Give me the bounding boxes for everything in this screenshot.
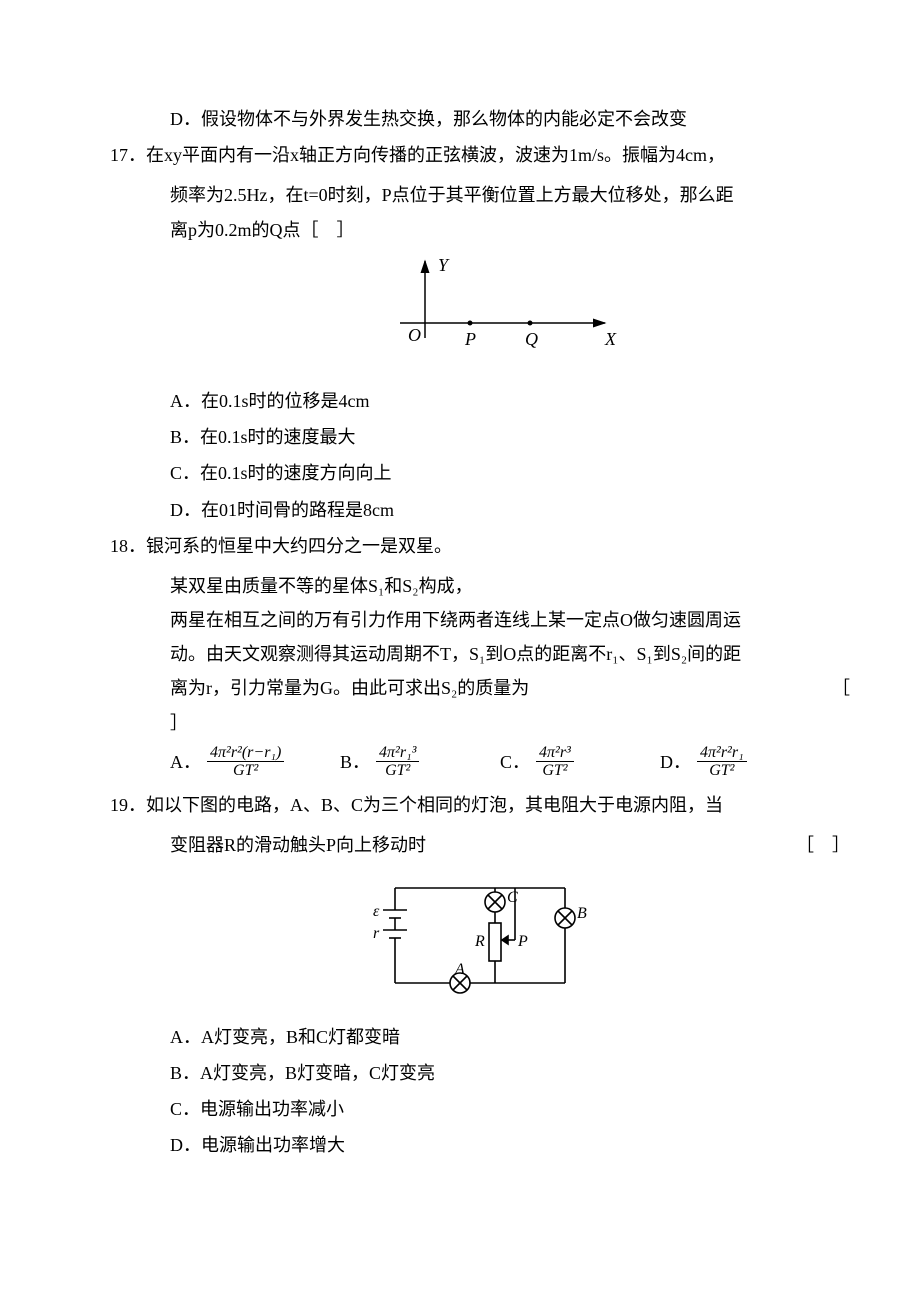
q18-stem-line2: 某双星由质量不等的星体S₁和S₂构成， <box>110 569 850 603</box>
q19-bracket: ［ ］ <box>796 828 850 862</box>
q19-fig-eps: ε <box>373 903 380 920</box>
q18-option-d: D． 4π²r²r₁ GT² <box>660 744 820 780</box>
q18-c-numerator: 4π²r³ <box>536 744 574 763</box>
q17-stem-line2: 频率为2.5Hz，在t=0时刻，P点位于其平衡位置上方最大位移处，那么距 <box>110 178 850 212</box>
q18-label-c: C． <box>500 745 530 779</box>
q17-option-a: A．在0.1s时的位移是4cm <box>110 384 850 418</box>
q19-fig-a: A <box>454 961 465 978</box>
q17-stem-line3: 离p为0.2m的Q点［ ］ <box>110 213 850 247</box>
q19-figure: ε r C B R P A <box>110 868 850 1009</box>
q18-stem-line4: 动。由天文观察测得其运动周期不T，S₁到O点的距离不r₁、S₁到S₂间的距 <box>110 637 850 671</box>
q19-fig-R: R <box>474 933 485 950</box>
q18-label-a: A． <box>170 745 201 779</box>
q19-option-d: D．电源输出功率增大 <box>110 1128 850 1162</box>
q19-fig-c: C <box>507 889 518 906</box>
q18-label-b: B． <box>340 745 370 779</box>
q18-stem-line6: ］ <box>110 706 850 740</box>
q18-a-denominator: GT² <box>207 762 284 780</box>
q17-fig-x-label: X <box>604 329 617 349</box>
q19-stem-line1: 19．如以下图的电路，A、B、C为三个相同的灯泡，其电阻大于电源内阻，当 <box>110 788 850 822</box>
q17-fig-q-label: Q <box>525 329 538 349</box>
q19-stem-line2: 变阻器R的滑动触头P向上移动时 ［ ］ <box>110 828 850 862</box>
q17-option-c: C．在0.1s时的速度方向向上 <box>110 456 850 490</box>
q19-option-b: B．A灯变亮，B灯变暗，C灯变亮 <box>110 1056 850 1090</box>
q17-fig-o-label: O <box>408 325 421 345</box>
q18-stem-line5: 离为r，引力常量为G。由此可求出S₂的质量为 ［ <box>110 671 850 705</box>
q18-option-b: B． 4π²r₁³ GT² <box>340 744 500 780</box>
q17-stem-line1: 17．在xy平面内有一沿x轴正方向传播的正弦横波，波速为1m/s。振幅为4cm， <box>110 138 850 172</box>
q17-fig-p-label: P <box>464 329 476 349</box>
q18-c-denominator: GT² <box>536 762 574 780</box>
q19-fig-p: P <box>517 933 528 950</box>
q18-bracket-open: ［ <box>832 671 850 705</box>
q18-label-d: D． <box>660 745 691 779</box>
q18-b-denominator: GT² <box>376 762 419 780</box>
q19-fig-r: r <box>373 925 380 942</box>
q17-option-b: B．在0.1s时的速度最大 <box>110 420 850 454</box>
q18-b-numerator: 4π²r₁³ <box>376 744 419 763</box>
q19-option-c: C．电源输出功率减小 <box>110 1092 850 1126</box>
q18-option-c: C． 4π²r³ GT² <box>500 744 660 780</box>
q17-figure: Y X O P Q <box>110 253 850 374</box>
q19-fig-b: B <box>577 905 587 922</box>
q18-d-denominator: GT² <box>697 762 747 780</box>
q19-option-a: A．A灯变亮，B和C灯都变暗 <box>110 1020 850 1054</box>
q18-stem-line3: 两星在相互之间的万有引力作用下绕两者连线上某一定点O做匀速圆周运 <box>110 603 850 637</box>
q19-stem-line2-text: 变阻器R的滑动触头P向上移动时 <box>170 835 426 855</box>
q18-d-numerator: 4π²r²r₁ <box>697 744 747 763</box>
q18-choices: A． 4π²r²(r−r₁) GT² B． 4π²r₁³ GT² C． 4π²r… <box>110 744 850 780</box>
q17-fig-y-label: Y <box>438 255 450 275</box>
q18-option-a: A． 4π²r²(r−r₁) GT² <box>170 744 340 780</box>
q18-a-numerator: 4π²r²(r−r₁) <box>207 744 284 763</box>
q16-option-d: D．假设物体不与外界发生热交换，那么物体的内能必定不会改变 <box>110 102 850 136</box>
q18-stem-line5-text: 离为r，引力常量为G。由此可求出S₂的质量为 <box>170 678 529 698</box>
q17-option-d: D．在01时间骨的路程是8cm <box>110 493 850 527</box>
q18-stem-line1: 18．银河系的恒星中大约四分之一是双星。 <box>110 529 850 563</box>
